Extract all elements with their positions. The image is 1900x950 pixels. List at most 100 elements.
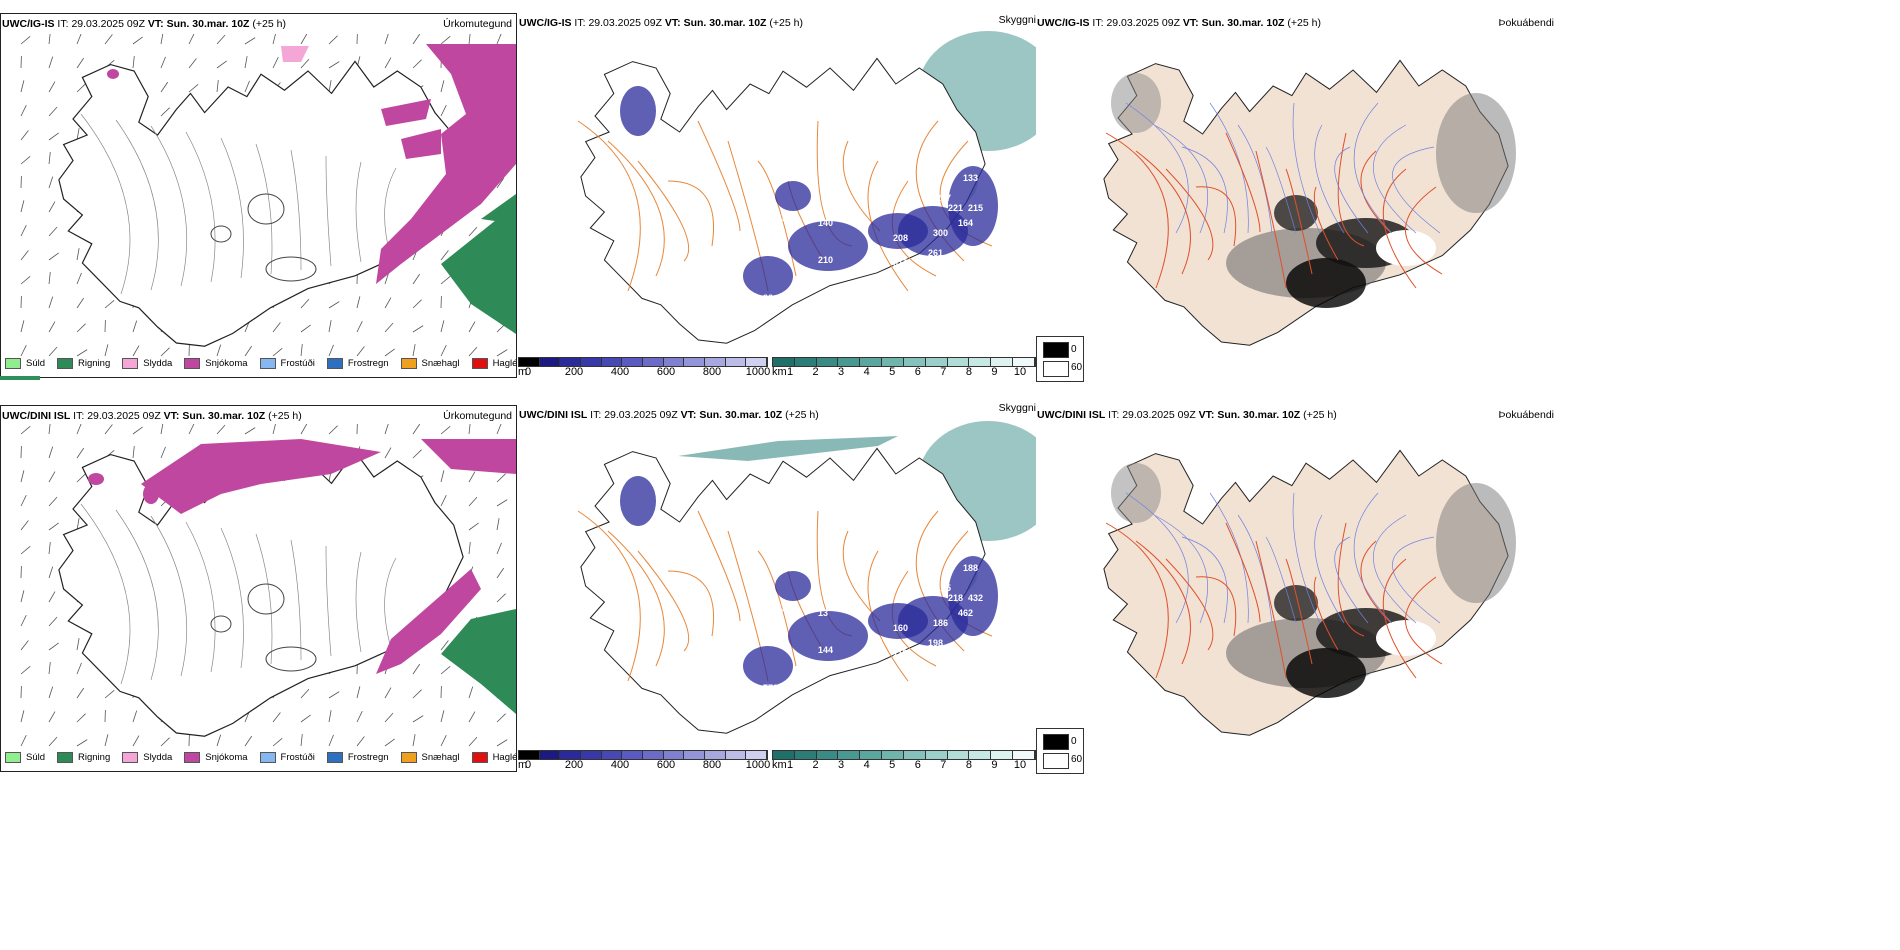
wind-barb — [76, 83, 86, 93]
road-line — [697, 120, 741, 232]
legend-item: Frostregn — [326, 752, 389, 763]
legend-label: Frostregn — [347, 752, 389, 763]
cloud-base-label: 164 — [958, 218, 973, 228]
wind-barb — [496, 542, 502, 555]
legend-swatch — [259, 358, 276, 369]
colorbar-tick: 7 — [940, 759, 947, 771]
legend-swatch — [326, 358, 343, 369]
river-line — [1314, 124, 1345, 234]
wind-barb — [104, 424, 113, 435]
precip-legend: Súld Rigning Slydda Snjókoma Frostúði Frostre… — [5, 752, 532, 763]
wind-barb — [48, 226, 58, 237]
colorbar-segment — [925, 751, 948, 759]
road-line — [1382, 558, 1417, 679]
cloud-base-label: 215 — [968, 203, 983, 213]
cloud-base-label: 210 — [818, 255, 833, 265]
legend-item: Súld — [5, 358, 45, 369]
wind-barb — [20, 275, 31, 285]
wind-barb — [48, 496, 58, 507]
fog-label-60: 60 — [1071, 362, 1083, 373]
wind-barb — [272, 424, 276, 435]
it-label: IT: — [57, 18, 69, 30]
panel-title: Þokuábendi — [1498, 17, 1554, 29]
snow-area — [376, 569, 481, 674]
wind-barb — [48, 201, 56, 213]
it-value: 29.03.2025 09Z — [87, 410, 161, 422]
wind-barb — [468, 424, 471, 435]
wind-barb — [76, 128, 80, 141]
colorbar-segment — [643, 358, 664, 366]
colorbar-tick: 10 — [1013, 366, 1027, 378]
road-line — [1165, 168, 1214, 261]
cloud-base-area — [788, 221, 868, 271]
river-line — [1353, 492, 1393, 624]
river-line — [1265, 146, 1297, 234]
colorbar-segment — [601, 751, 623, 759]
wind-barb — [48, 662, 51, 675]
fog-map — [1103, 449, 1516, 736]
wind-barb — [48, 424, 51, 435]
snow-area — [107, 69, 119, 79]
river-line — [185, 521, 216, 673]
fog-map — [1103, 59, 1516, 346]
legend-label: Súld — [26, 358, 46, 369]
wind-barb — [496, 593, 506, 603]
wind-barb — [328, 61, 340, 69]
fog-area — [1111, 73, 1161, 133]
wind-barb — [48, 542, 51, 555]
colorbar-segment — [969, 358, 992, 366]
river-line — [220, 527, 244, 669]
road-line — [1360, 150, 1391, 233]
wind-barb — [104, 299, 115, 309]
fog-area — [1274, 195, 1318, 231]
visibility-unit: km — [772, 759, 787, 771]
glacier-outline — [247, 193, 285, 225]
wind-barb — [20, 320, 25, 333]
wind-barb — [132, 446, 135, 459]
precip-panel-top: UWC/IG-IS IT: 29.03.2025 09Z VT: Sun. 30… — [0, 13, 520, 378]
panel-title: Skyggni — [998, 402, 1036, 414]
wind-barb — [76, 447, 85, 459]
wind-barb — [20, 345, 27, 357]
legend-item: Súld — [5, 752, 45, 763]
cloud-base-label: 13 — [818, 608, 828, 618]
wind-barb — [468, 686, 474, 699]
vt-value: Sun. 30.mar. 10Z — [1217, 409, 1301, 421]
lead-time: (+25 h) — [1287, 17, 1321, 29]
wind-barb — [328, 710, 332, 723]
road-line — [1195, 186, 1237, 247]
colorbar-tick: 7 — [940, 366, 947, 378]
wind-barb — [132, 735, 140, 747]
lead-time: (+25 h) — [785, 409, 819, 421]
wind-barb — [412, 59, 422, 69]
colorbar-segment — [519, 358, 540, 366]
vt-value: Sun. 30.mar. 10Z — [1201, 17, 1285, 29]
legend-label: Rigning — [78, 358, 111, 369]
wind-barb — [384, 447, 392, 459]
vt-label: VT: — [680, 409, 697, 421]
wind-barb — [48, 81, 56, 93]
wind-barb — [496, 177, 505, 189]
legend-label: Haglél — [492, 752, 520, 763]
glacier-outline — [210, 225, 232, 243]
visibility-unit: km — [772, 366, 787, 378]
cloud-base-label: 88 — [763, 293, 773, 303]
wind-barb — [328, 425, 338, 435]
it-value: 29.03.2025 09Z — [1106, 17, 1180, 29]
lead-time: (+25 h) — [252, 18, 286, 30]
wind-barb — [440, 275, 451, 285]
wind-barb — [160, 34, 164, 45]
colorbar-tick: 1 — [786, 759, 794, 771]
it-value: 29.03.2025 09Z — [604, 409, 678, 421]
wind-barb — [300, 714, 311, 723]
colorbar-segment — [1013, 358, 1035, 366]
legend-swatch — [326, 752, 343, 763]
snow-area — [401, 129, 441, 159]
river-line — [1314, 514, 1345, 624]
wind-barb — [20, 590, 25, 603]
colorbar-segment — [860, 751, 883, 759]
wind-barb — [20, 495, 27, 507]
cloudbase-unit: m — [518, 759, 528, 771]
wind-barb — [412, 325, 424, 333]
coastline — [58, 60, 464, 347]
